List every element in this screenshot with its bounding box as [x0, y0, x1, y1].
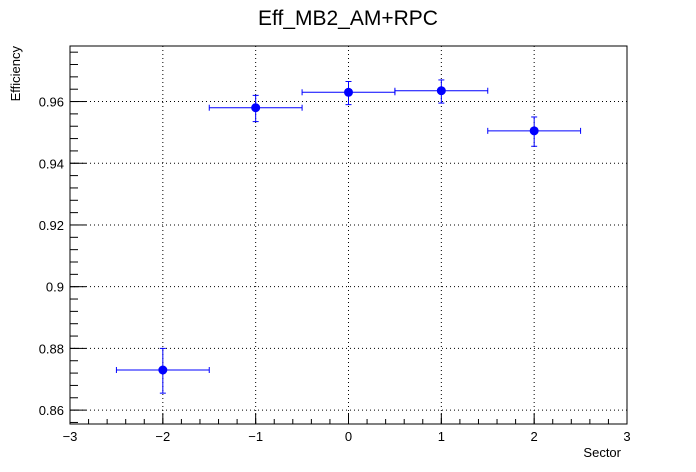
point-marker [436, 86, 446, 96]
x-tick-label: −3 [63, 429, 78, 444]
y-axis-label: Efficiency [8, 46, 23, 102]
y-tick-label: 0.96 [39, 95, 64, 110]
x-tick-label: 3 [623, 429, 630, 444]
y-tick-label: 0.9 [46, 280, 64, 295]
tick-labels: −3 −2 −1 0 1 2 3 0.86 0.88 0.9 0.92 0.94 0.96 [39, 95, 631, 444]
y-tick-label: 0.92 [39, 218, 64, 233]
y-tick-label: 0.86 [39, 403, 64, 418]
point-marker [344, 87, 353, 97]
plot-frame [69, 45, 628, 425]
point-marker [529, 126, 539, 136]
x-tick-label: 0 [345, 429, 352, 444]
x-tick-label: 1 [438, 429, 445, 444]
point-marker [251, 103, 261, 113]
data-points [115, 79, 582, 394]
data-point [394, 79, 489, 104]
point-marker [158, 365, 168, 375]
x-axis-label: Sector [583, 445, 621, 460]
data-point [487, 116, 582, 147]
data-point [301, 80, 396, 106]
x-tick-label: −1 [248, 429, 263, 444]
data-point [115, 347, 210, 394]
x-tick-label: −2 [155, 429, 170, 444]
data-point [208, 94, 303, 123]
x-tick-label: 2 [531, 429, 538, 444]
y-tick-label: 0.88 [39, 341, 64, 356]
chart-title: Eff_MB2_AM+RPC [258, 7, 438, 30]
y-tick-label: 0.94 [39, 156, 64, 171]
